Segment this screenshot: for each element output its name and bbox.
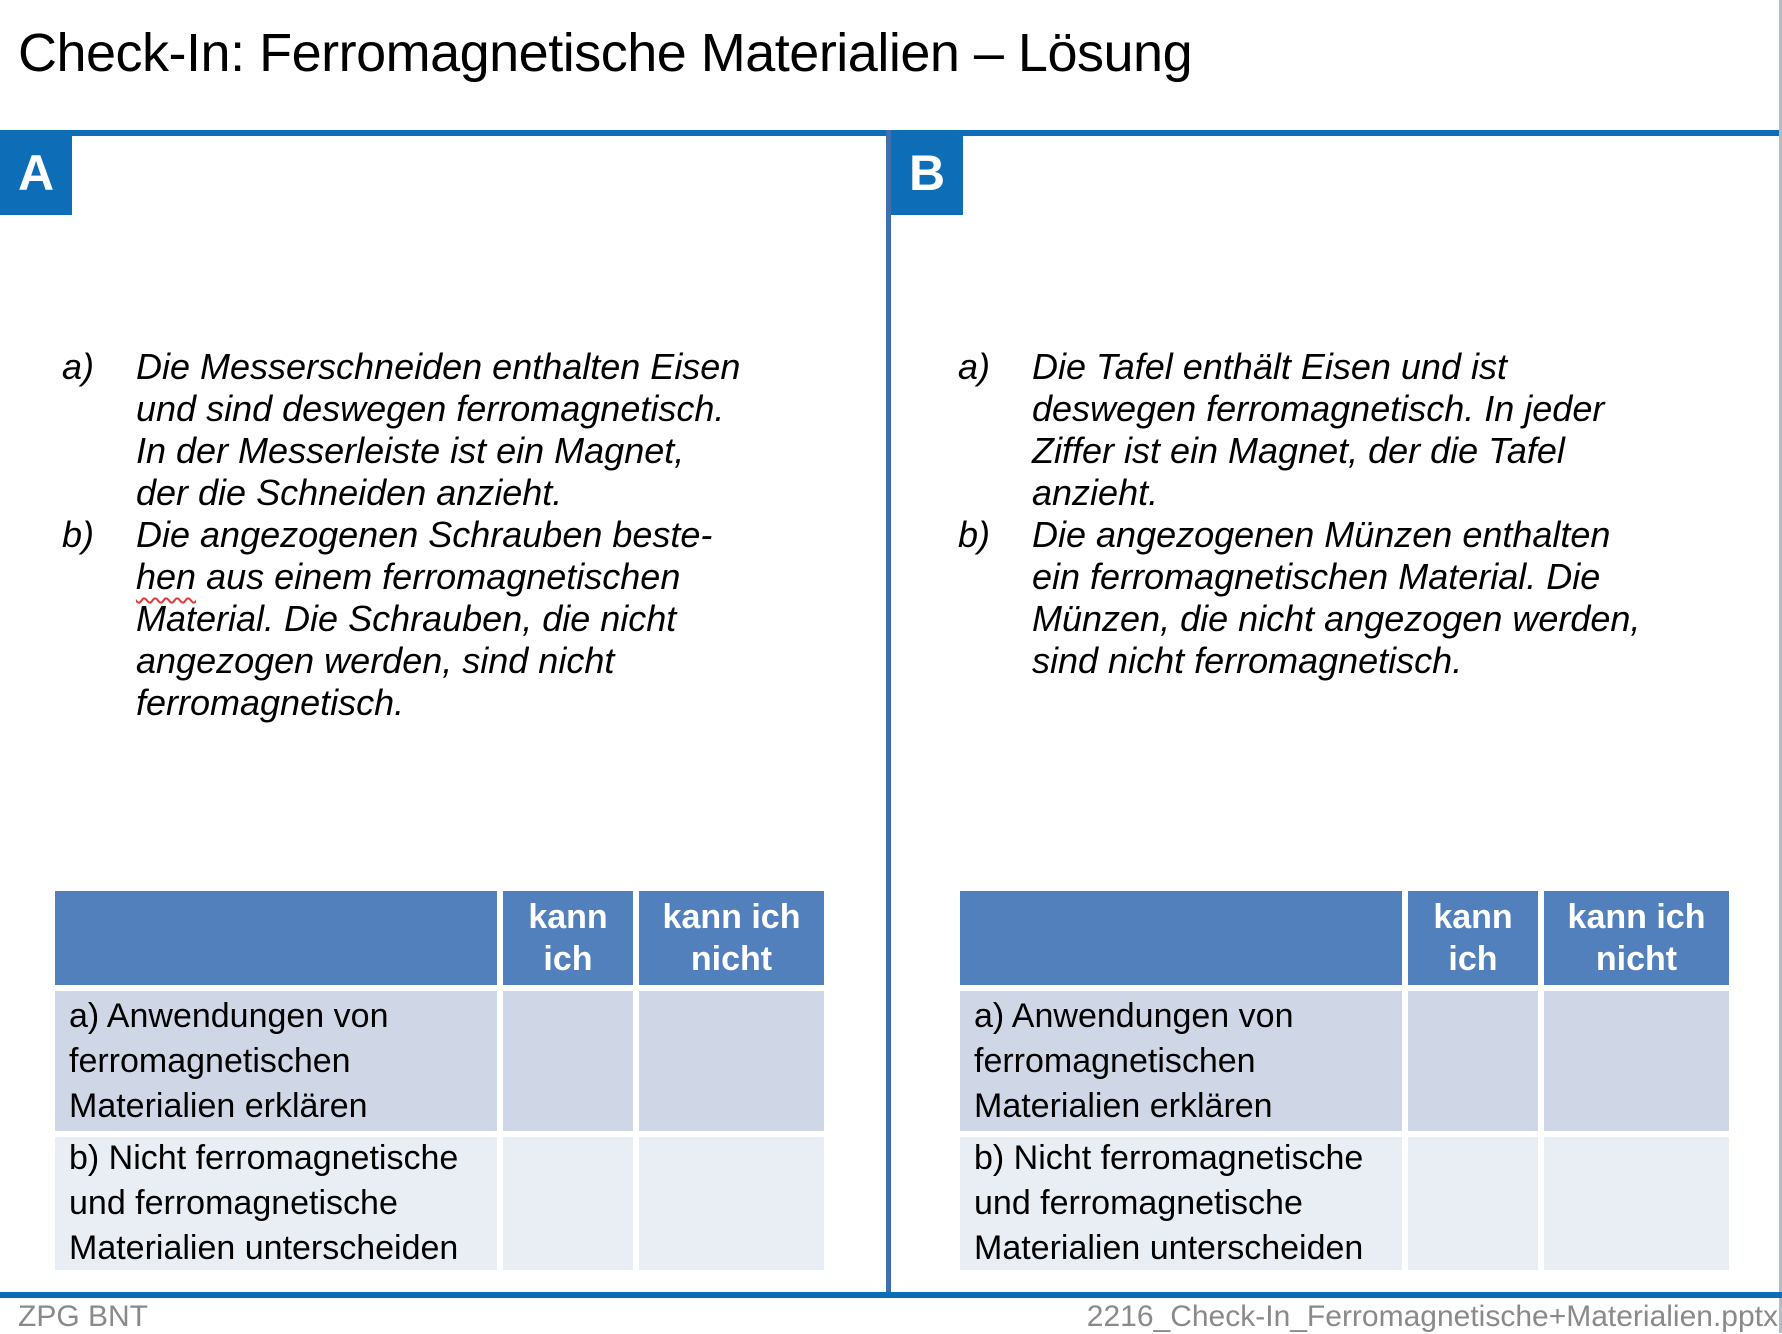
header-cell-empty xyxy=(960,891,1402,985)
slide-right-edge xyxy=(1779,0,1782,1333)
table-row-b-cannot-cell xyxy=(639,1137,824,1270)
header-cell-can: kann ich xyxy=(503,891,633,985)
table-row-a-can-cell xyxy=(503,991,633,1131)
panel-b-answers: a) Die Tafel enthält Eisen und ist deswe… xyxy=(958,346,1658,682)
table-row-b-cannot-cell xyxy=(1544,1137,1729,1270)
answer-line: aus einem ferromagnetischen Material. Di… xyxy=(136,556,681,723)
panel-b-answer-b: b) Die angezogenen Münzen enthalten ein … xyxy=(958,514,1658,682)
answer-marker: b) xyxy=(62,514,95,555)
table-row-a-cannot-cell xyxy=(1544,991,1729,1131)
answer-text: Die angezogenen Schrauben beste-hen aus … xyxy=(136,514,762,724)
footer-left-text: ZPG BNT xyxy=(18,1300,149,1333)
table-row-a-label: a) Anwendungen von ferromagnetischen Mat… xyxy=(55,991,497,1131)
panel-a-selfcheck-table: kann ich kann ich nicht a) Anwendungen v… xyxy=(55,891,824,1270)
answer-marker: b) xyxy=(958,514,991,555)
panel-a-answers: a) Die Messerschneiden enthalten Eisen u… xyxy=(62,346,762,724)
panel-a-top-line xyxy=(0,130,886,136)
header-cell-cannot: kann ich nicht xyxy=(639,891,824,985)
panel-b-answer-a: a) Die Tafel enthält Eisen und ist deswe… xyxy=(958,346,1658,514)
table-row-b-can-cell xyxy=(503,1137,633,1270)
table-row-b-label: b) Nicht ferromagnetische und ferromagne… xyxy=(55,1137,497,1270)
panel-a-answer-a: a) Die Messerschneiden enthalten Eisen u… xyxy=(62,346,762,514)
header-cell-empty xyxy=(55,891,497,985)
answer-marker: a) xyxy=(62,346,95,387)
panel-b-selfcheck-table: kann ich kann ich nicht a) Anwendungen v… xyxy=(960,891,1729,1270)
table-row-b-can-cell xyxy=(1408,1137,1538,1270)
header-cell-can: kann ich xyxy=(1408,891,1538,985)
table-row-a-label: a) Anwendungen von ferromagnetischen Mat… xyxy=(960,991,1402,1131)
table-row-a-cannot-cell xyxy=(639,991,824,1131)
answer-text: Die angezogenen Münzen enthalten ein fer… xyxy=(1032,514,1641,681)
table-row-a-can-cell xyxy=(1408,991,1538,1131)
panel-divider xyxy=(886,130,891,1298)
answer-marker: a) xyxy=(958,346,991,387)
panel-a-answer-b: b) Die angezogenen Schrauben beste-hen a… xyxy=(62,514,762,724)
spellcheck-word: hen xyxy=(136,556,197,597)
table-row-b-label: b) Nicht ferromagnetische und ferromagne… xyxy=(960,1137,1402,1270)
header-cell-cannot: kann ich nicht xyxy=(1544,891,1729,985)
footer-filename: 2216_Check-In_Ferromagnetische+Materiali… xyxy=(1086,1300,1778,1333)
footer-divider-line xyxy=(0,1292,1782,1298)
panel-b-label: B xyxy=(908,144,946,201)
answer-line: Die angezogenen Schrauben beste- xyxy=(136,514,713,555)
panel-a-label: A xyxy=(17,144,55,201)
answer-text: Die Tafel enthält Eisen und ist deswegen… xyxy=(1032,346,1605,513)
panel-b-badge: B xyxy=(891,130,963,215)
panel-b-top-line xyxy=(891,130,1779,136)
page-title: Check-In: Ferromagnetische Materialien –… xyxy=(18,23,1193,83)
answer-text: Die Messerschneiden enthalten Eisen und … xyxy=(136,346,741,513)
panel-a-badge: A xyxy=(0,130,72,215)
